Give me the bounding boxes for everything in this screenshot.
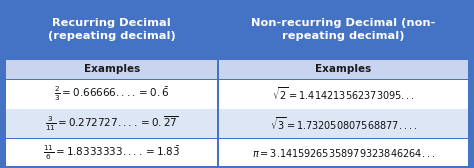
Bar — [6, 79, 468, 80]
Text: Recurring Decimal
(repeating decimal): Recurring Decimal (repeating decimal) — [48, 18, 176, 41]
Bar — [218, 0, 468, 60]
Bar — [6, 138, 468, 139]
Bar — [6, 79, 218, 109]
Bar — [218, 60, 468, 79]
Bar — [217, 138, 219, 168]
Text: $\frac{2}{3} = 0.66666 .... = 0.\bar{6}$: $\frac{2}{3} = 0.66666 .... = 0.\bar{6}$ — [54, 85, 170, 103]
Text: $\sqrt{2} = 1.414213562373095 ...$: $\sqrt{2} = 1.414213562373095 ...$ — [272, 86, 415, 102]
Bar — [218, 138, 468, 168]
Bar — [217, 0, 219, 60]
Text: $\frac{3}{11} = 0.272727 .... = 0.\overline{27}$: $\frac{3}{11} = 0.272727 .... = 0.\overl… — [45, 114, 179, 133]
Text: $\frac{11}{6} = 1.8333333 .... = 1.8\bar{3}$: $\frac{11}{6} = 1.8333333 .... = 1.8\bar… — [43, 144, 181, 162]
Bar — [217, 109, 219, 138]
Text: Non-recurring Decimal (non-
repeating decimal): Non-recurring Decimal (non- repeating de… — [251, 18, 435, 41]
Text: $\sqrt{3} =  1.732050807568877 ....$: $\sqrt{3} = 1.732050807568877 ....$ — [270, 115, 417, 132]
Bar — [218, 79, 468, 109]
Bar — [0, 156, 474, 168]
Bar — [6, 0, 218, 60]
Text: Examples: Examples — [84, 64, 140, 74]
Bar — [6, 60, 218, 79]
Bar — [217, 60, 219, 79]
Bar — [218, 109, 468, 138]
Text: $\pi = 3.14159265358979323846264...$: $\pi = 3.14159265358979323846264...$ — [252, 147, 435, 159]
Bar — [0, 0, 6, 168]
Bar — [6, 109, 218, 138]
Bar — [6, 138, 218, 168]
Bar — [468, 0, 474, 168]
Bar — [217, 79, 219, 109]
Bar — [0, 166, 474, 168]
Bar — [0, 0, 474, 2]
Text: Examples: Examples — [315, 64, 371, 74]
